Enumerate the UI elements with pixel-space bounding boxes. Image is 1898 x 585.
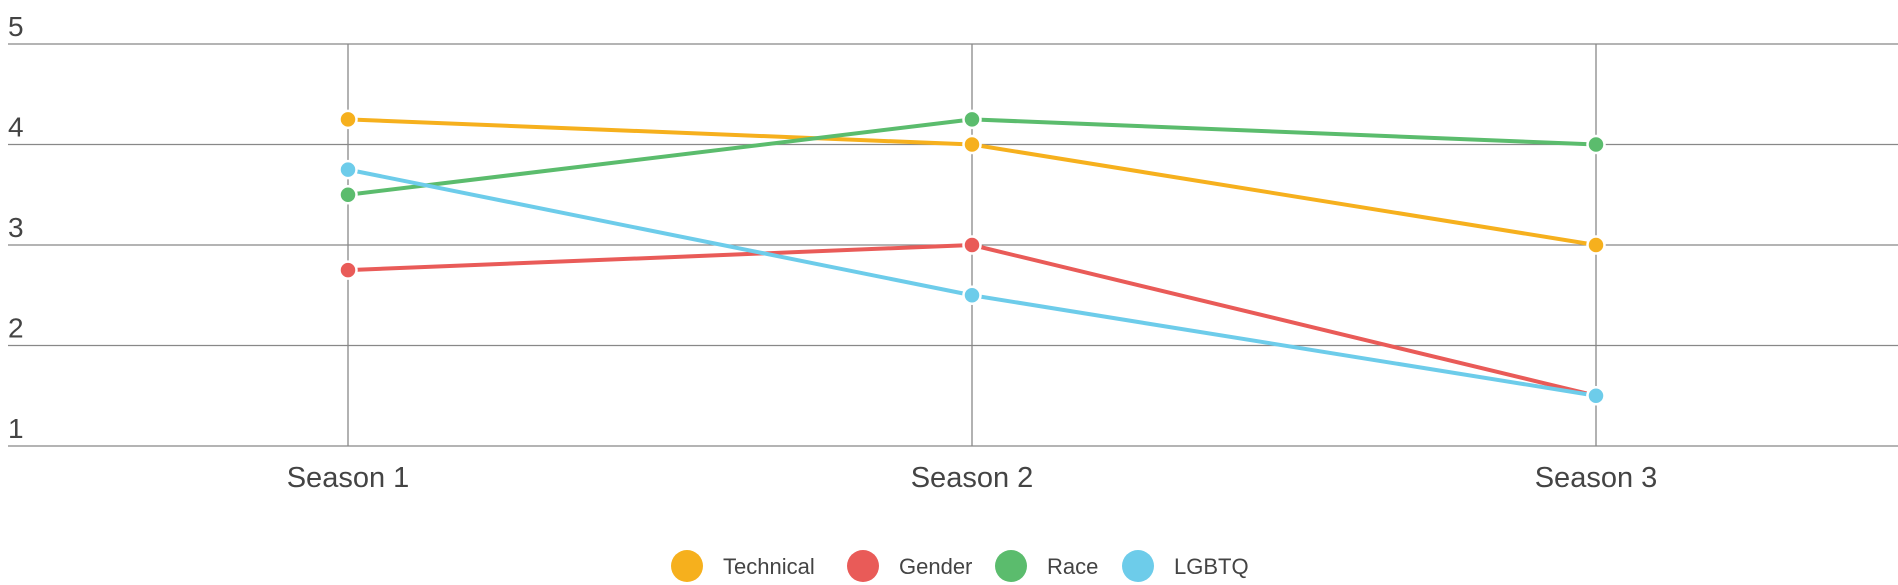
data-point-technical[interactable]	[1586, 235, 1606, 255]
y-tick-label: 3	[8, 212, 24, 243]
x-axis-ticks: Season 1 Season 2 Season 3	[287, 462, 1658, 494]
data-point-gender[interactable]	[338, 260, 358, 280]
data-point-lgbtq[interactable]	[338, 159, 358, 180]
data-point-technical[interactable]	[338, 109, 358, 130]
data-point-gender[interactable]	[962, 235, 982, 255]
y-tick-label: 2	[8, 313, 24, 344]
legend-marker-lgbtq	[1122, 550, 1154, 582]
legend: Technical Gender Race LGBTQ	[671, 550, 1249, 582]
data-point-race[interactable]	[1586, 134, 1606, 155]
legend-label-gender: Gender	[899, 554, 972, 579]
data-point-lgbtq[interactable]	[962, 285, 982, 305]
x-tick-label: Season 3	[1535, 462, 1658, 494]
data-point-race[interactable]	[962, 109, 982, 130]
y-tick-label: 5	[8, 11, 24, 42]
legend-marker-gender	[847, 550, 879, 582]
legend-marker-technical	[671, 550, 703, 582]
legend-label-race: Race	[1047, 554, 1098, 579]
legend-marker-race	[995, 550, 1027, 582]
y-axis-ticks: 1 2 3 4 5	[8, 11, 24, 444]
data-point-technical[interactable]	[962, 134, 982, 155]
y-tick-label: 1	[8, 413, 24, 444]
legend-label-lgbtq: LGBTQ	[1174, 554, 1249, 579]
legend-label-technical: Technical	[723, 554, 815, 579]
data-point-lgbtq[interactable]	[1586, 386, 1606, 406]
data-point-race[interactable]	[338, 185, 358, 205]
x-tick-label: Season 2	[911, 462, 1034, 494]
series-group	[338, 109, 1606, 406]
x-tick-label: Season 1	[287, 462, 410, 494]
y-tick-label: 4	[8, 112, 24, 143]
